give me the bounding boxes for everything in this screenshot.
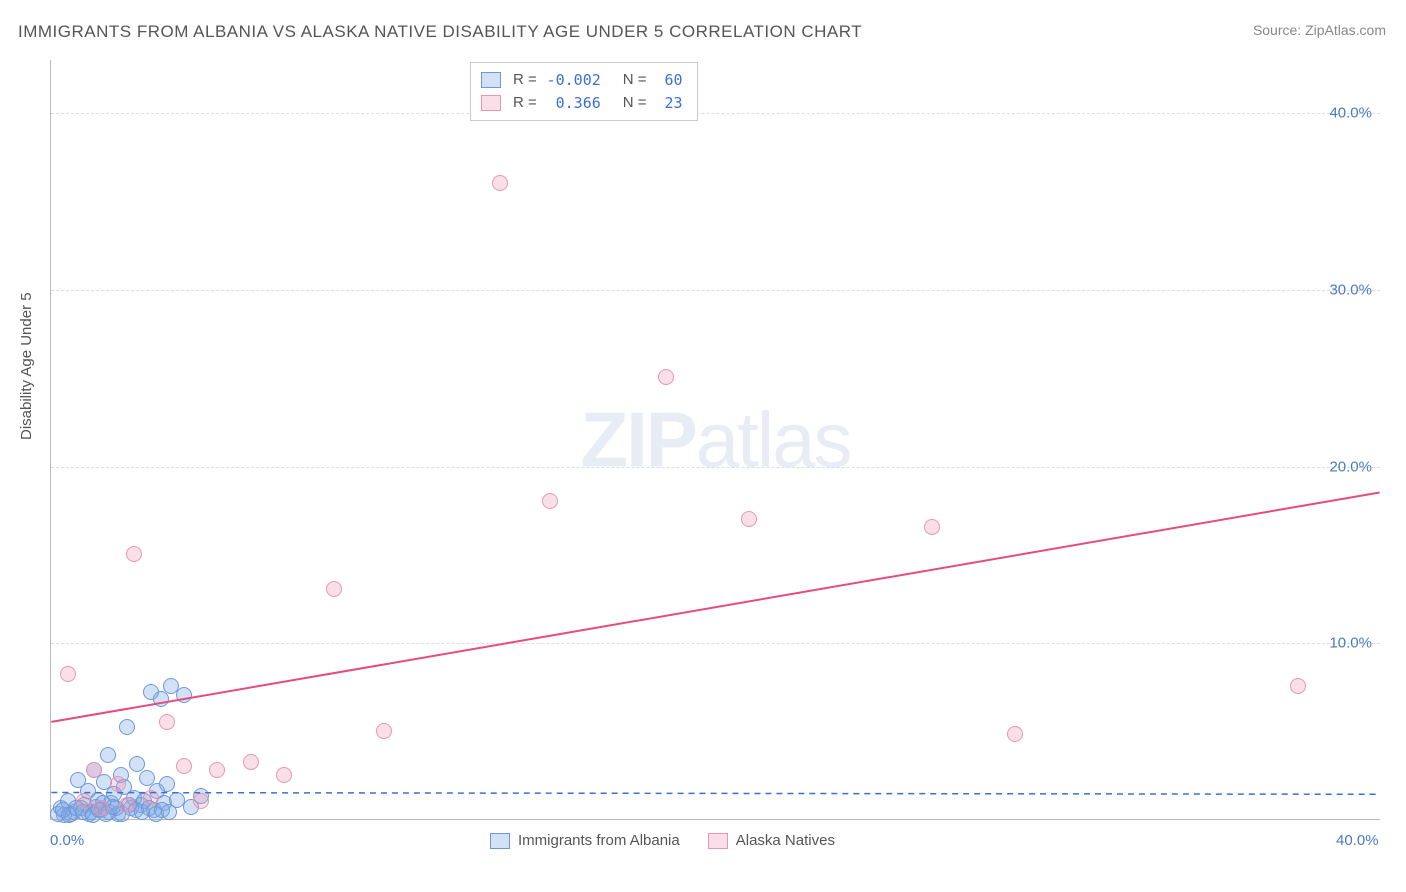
x-tick-label: 40.0% [1336, 832, 1379, 849]
source-credit: Source: ZipAtlas.com [1253, 22, 1386, 38]
gridline [51, 467, 1380, 468]
data-point [741, 511, 757, 527]
legend-swatch [490, 833, 510, 849]
data-point [193, 793, 209, 809]
data-point [159, 714, 175, 730]
data-point [924, 519, 940, 535]
y-tick-label: 40.0% [1329, 105, 1372, 122]
data-point [1290, 678, 1306, 694]
data-point [243, 754, 259, 770]
stat-r-value: -0.002 [545, 69, 601, 92]
data-point [176, 758, 192, 774]
data-point [276, 767, 292, 783]
data-point [176, 687, 192, 703]
y-axis-label: Disability Age Under 5 [18, 292, 35, 440]
series-legend-item: Alaska Natives [708, 832, 835, 849]
data-point [159, 776, 175, 792]
stat-n-label: N = [623, 69, 647, 92]
data-point [126, 546, 142, 562]
data-point [119, 797, 135, 813]
stat-n-value: 60 [655, 69, 683, 92]
data-point [161, 804, 177, 820]
stats-legend-row: R = 0.366 N = 23 [481, 92, 683, 115]
legend-swatch [481, 95, 501, 111]
data-point [110, 776, 126, 792]
gridline [51, 643, 1380, 644]
data-point [93, 800, 109, 816]
legend-swatch [708, 833, 728, 849]
plot-area: ZIPatlas 10.0%20.0%30.0%40.0% [50, 60, 1380, 820]
series-legend: Immigrants from Albania Alaska Natives [490, 832, 835, 849]
gridline [51, 290, 1380, 291]
data-point [143, 790, 159, 806]
gridline [51, 113, 1380, 114]
stats-legend-row: R = -0.002 N = 60 [481, 69, 683, 92]
data-point [542, 493, 558, 509]
data-point [129, 756, 145, 772]
data-point [326, 581, 342, 597]
data-point [376, 723, 392, 739]
y-tick-label: 30.0% [1329, 281, 1372, 298]
series-name: Alaska Natives [736, 832, 835, 849]
y-tick-label: 10.0% [1329, 635, 1372, 652]
series-legend-item: Immigrants from Albania [490, 832, 680, 849]
series-name: Immigrants from Albania [518, 832, 680, 849]
data-point [492, 175, 508, 191]
data-point [119, 719, 135, 735]
stats-legend: R = -0.002 N = 60 R = 0.366 N = 23 [470, 62, 698, 121]
stat-n-label: N = [623, 92, 647, 115]
stat-r-value: 0.366 [545, 92, 601, 115]
data-point [1007, 726, 1023, 742]
x-tick-label: 0.0% [50, 832, 84, 849]
data-point [658, 369, 674, 385]
data-point [100, 747, 116, 763]
stat-r-label: R = [513, 92, 537, 115]
y-tick-label: 20.0% [1329, 458, 1372, 475]
stat-n-value: 23 [655, 92, 683, 115]
data-point [60, 666, 76, 682]
data-point [76, 793, 92, 809]
data-point [86, 762, 102, 778]
legend-swatch [481, 72, 501, 88]
stat-r-label: R = [513, 69, 537, 92]
data-point [209, 762, 225, 778]
chart-title: IMMIGRANTS FROM ALBANIA VS ALASKA NATIVE… [18, 22, 862, 42]
